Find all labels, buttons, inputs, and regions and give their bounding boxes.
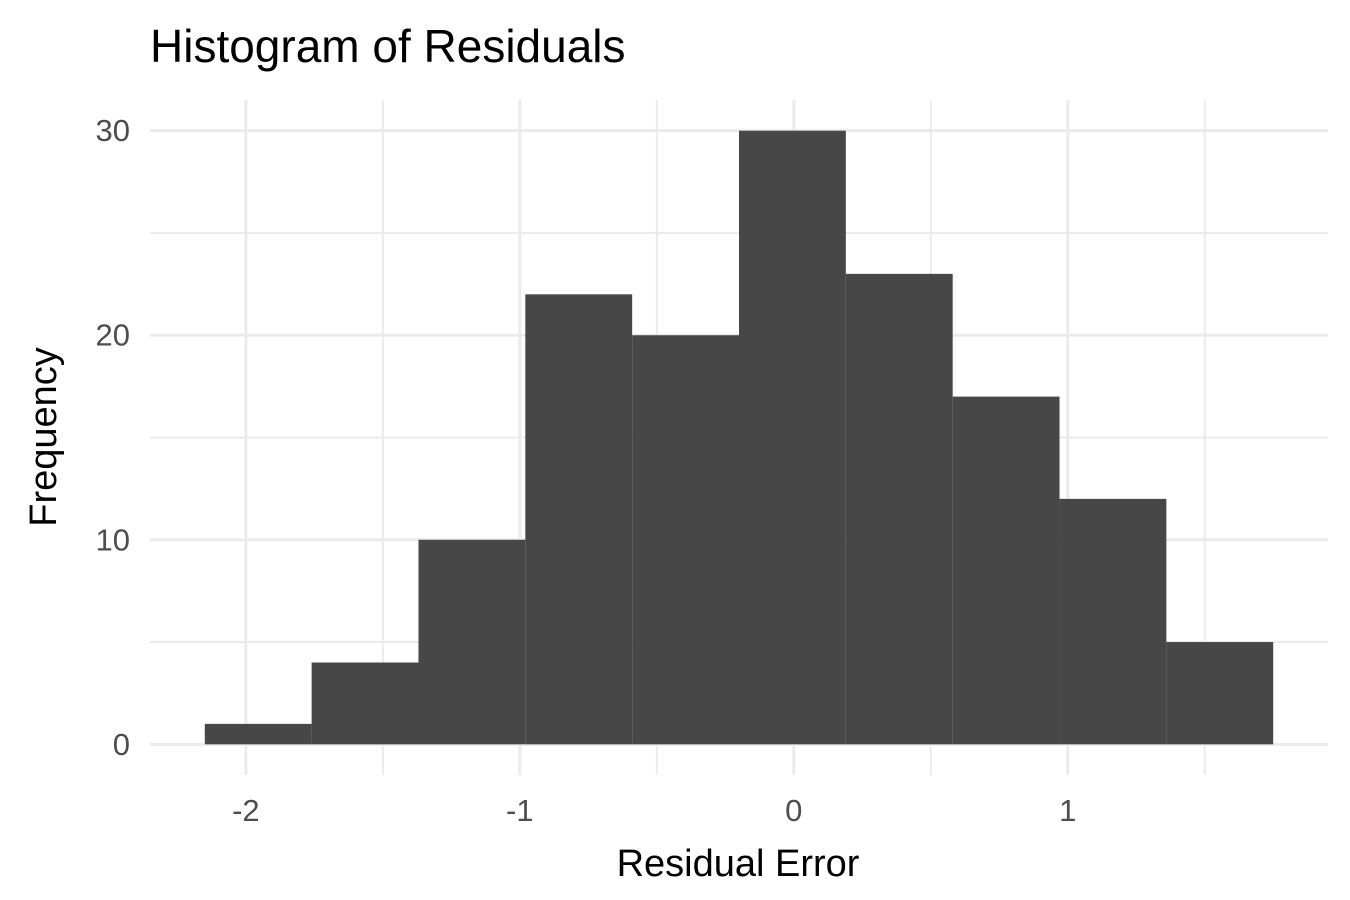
x-tick-label: -1 bbox=[506, 793, 534, 828]
chart-title: Histogram of Residuals bbox=[150, 20, 626, 72]
histogram-bar bbox=[632, 335, 739, 745]
histogram-bar bbox=[204, 723, 312, 745]
y-axis-ticks: 0 10 20 30 bbox=[96, 113, 130, 762]
bars-layer bbox=[204, 130, 1274, 745]
histogram-bar bbox=[1166, 642, 1274, 745]
histogram-bar bbox=[952, 396, 1060, 745]
histogram-bar bbox=[845, 273, 953, 745]
histogram-bar bbox=[525, 294, 633, 745]
histogram-bar bbox=[1059, 498, 1167, 745]
y-tick-label: 10 bbox=[96, 522, 130, 557]
x-tick-label: 0 bbox=[785, 793, 802, 828]
y-axis-title: Frequency bbox=[23, 347, 65, 527]
histogram-bar bbox=[311, 662, 419, 745]
histogram-bar bbox=[739, 130, 846, 745]
y-tick-label: 30 bbox=[96, 113, 130, 148]
x-axis-ticks: -2 -1 0 1 bbox=[232, 793, 1076, 828]
y-tick-label: 0 bbox=[113, 727, 130, 762]
x-tick-label: -2 bbox=[232, 793, 260, 828]
x-axis-title: Residual Error bbox=[617, 843, 860, 885]
histogram-bar bbox=[418, 539, 526, 745]
x-tick-label: 1 bbox=[1059, 793, 1076, 828]
y-tick-label: 20 bbox=[96, 318, 130, 353]
